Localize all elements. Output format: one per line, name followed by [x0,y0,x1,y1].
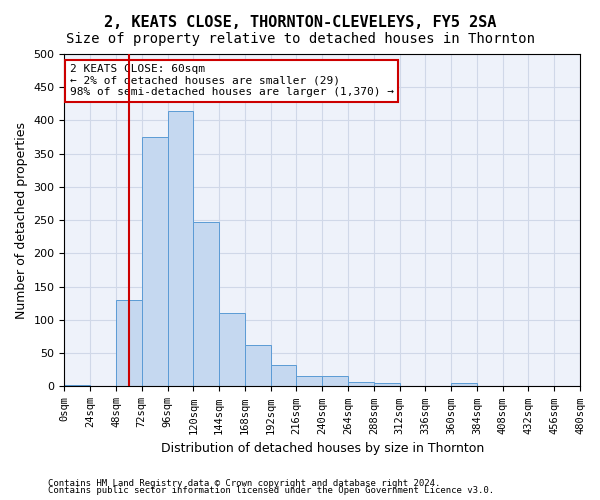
Text: Contains HM Land Registry data © Crown copyright and database right 2024.: Contains HM Land Registry data © Crown c… [48,478,440,488]
Bar [219,314,245,386]
Bar [322,376,348,386]
Bar [167,110,193,386]
Text: 2 KEATS CLOSE: 60sqm
← 2% of detached houses are smaller (29)
98% of semi-detach: 2 KEATS CLOSE: 60sqm ← 2% of detached ho… [70,64,394,97]
Text: Contains public sector information licensed under the Open Government Licence v3: Contains public sector information licen… [48,486,494,495]
Bar [296,376,322,386]
Bar [451,383,477,386]
Y-axis label: Number of detached properties: Number of detached properties [15,122,28,318]
Bar [116,300,142,386]
Bar [193,222,219,386]
Text: Size of property relative to detached houses in Thornton: Size of property relative to detached ho… [65,32,535,46]
Bar [271,364,296,386]
X-axis label: Distribution of detached houses by size in Thornton: Distribution of detached houses by size … [161,442,484,455]
Bar [374,383,400,386]
Bar [64,385,90,386]
Text: 2, KEATS CLOSE, THORNTON-CLEVELEYS, FY5 2SA: 2, KEATS CLOSE, THORNTON-CLEVELEYS, FY5 … [104,15,496,30]
Bar [245,344,271,387]
Bar [348,382,374,386]
Bar [142,137,167,386]
